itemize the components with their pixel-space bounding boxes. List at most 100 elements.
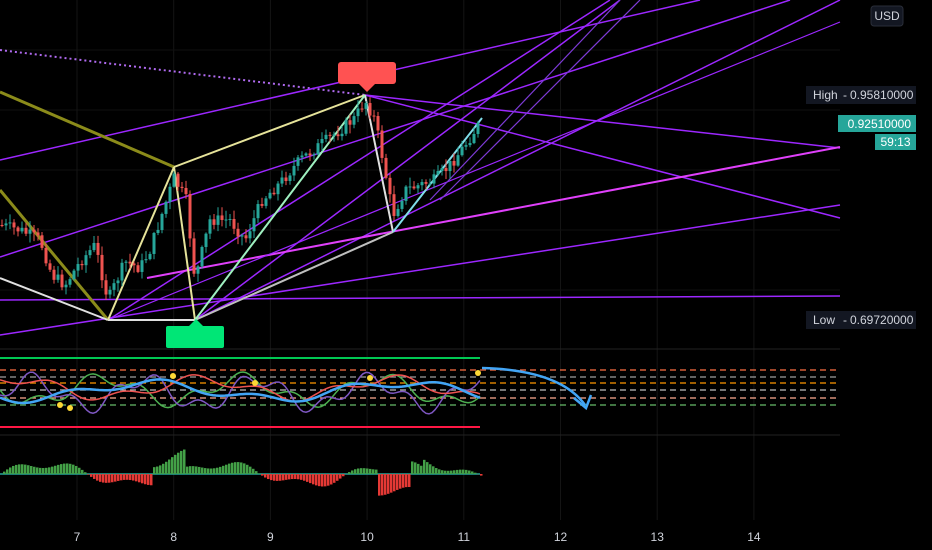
candle-body xyxy=(224,219,228,221)
hist-bar xyxy=(321,474,324,487)
candle-body xyxy=(0,225,4,226)
hist-bar xyxy=(231,462,234,474)
osc-signal-dot xyxy=(475,370,481,376)
candle-body xyxy=(96,242,100,255)
hist-bar xyxy=(288,474,291,480)
candle-body xyxy=(460,146,464,156)
candle-body xyxy=(352,116,356,125)
trend-line xyxy=(194,0,621,321)
hist-bar xyxy=(336,474,339,481)
trend-line xyxy=(107,0,611,321)
hist-bar xyxy=(246,464,249,474)
candle-body xyxy=(324,134,328,140)
hist-bar xyxy=(6,469,9,474)
hist-bar xyxy=(279,474,282,481)
hist-bar xyxy=(378,474,381,496)
hist-bar xyxy=(330,474,333,485)
hist-bar xyxy=(312,474,315,485)
hist-bar xyxy=(135,474,138,482)
hist-bar xyxy=(402,474,405,488)
candle-body xyxy=(20,227,24,232)
candle-body xyxy=(472,133,476,144)
hist-bar xyxy=(60,464,63,474)
hist-bar xyxy=(438,469,441,474)
x-axis: 7 8 9 10 11 12 13 14 xyxy=(74,530,761,544)
candle-body xyxy=(40,235,44,248)
hist-bar xyxy=(468,470,471,474)
candle-body xyxy=(100,254,104,281)
trend-line xyxy=(364,94,841,149)
hist-bar xyxy=(36,467,39,474)
candle-body xyxy=(452,161,456,166)
candle-body xyxy=(112,283,116,290)
candle-body xyxy=(200,246,204,267)
candle-body xyxy=(188,194,192,239)
hist-bar xyxy=(303,474,306,481)
trend-line xyxy=(194,94,366,321)
x-tick-label-11: 11 xyxy=(458,530,471,544)
hist-bar xyxy=(366,468,369,474)
hist-bar xyxy=(390,474,393,493)
candle-body xyxy=(220,215,224,220)
candle-body xyxy=(196,266,200,274)
hist-bar xyxy=(132,474,135,481)
hist-bar xyxy=(339,474,342,479)
candle-body xyxy=(248,231,252,239)
low-label: Low xyxy=(813,313,835,327)
candle-body xyxy=(328,134,332,136)
candle-body xyxy=(104,280,108,295)
hist-bar xyxy=(237,462,240,474)
candle-body xyxy=(268,192,272,199)
osc-line-blue xyxy=(0,378,481,405)
candle-body xyxy=(124,261,128,263)
candle-body xyxy=(440,168,444,172)
candle-body xyxy=(424,182,428,184)
hist-bar xyxy=(261,474,264,476)
high-value: 0.95810000 xyxy=(850,88,914,102)
hist-bar xyxy=(90,474,93,477)
hist-bar xyxy=(51,466,54,474)
hist-bar xyxy=(57,464,60,474)
hist-bar xyxy=(120,474,123,481)
hist-bar xyxy=(144,474,147,485)
trend-line xyxy=(0,49,366,96)
hist-bar xyxy=(300,474,303,480)
candle-body xyxy=(32,229,36,233)
price-pane[interactable] xyxy=(0,0,841,348)
candle-body xyxy=(416,185,420,189)
osc-signal-dot xyxy=(57,402,63,408)
trend-line xyxy=(0,90,175,169)
hist-bar xyxy=(180,450,183,474)
hist-bar xyxy=(171,457,174,474)
trend-line xyxy=(194,231,394,321)
candle-body xyxy=(76,264,80,271)
candle-body xyxy=(204,233,208,247)
hist-bar xyxy=(453,470,456,474)
candle-body xyxy=(436,171,440,175)
hist-bar xyxy=(150,474,153,486)
candle-body xyxy=(468,143,472,146)
hist-bar xyxy=(117,474,120,481)
candle-body xyxy=(52,269,56,280)
trend-line xyxy=(107,21,841,321)
hist-bar xyxy=(264,474,267,478)
high-price-label: High 0.95810000 - xyxy=(806,86,916,104)
trend-line xyxy=(0,204,841,336)
candle-body xyxy=(132,263,136,266)
hist-bar xyxy=(450,470,453,474)
hist-bar xyxy=(462,469,465,474)
candle-body xyxy=(228,218,232,220)
hist-bar xyxy=(141,474,144,484)
candle-body xyxy=(364,103,368,109)
hist-bar xyxy=(282,474,285,481)
osc-line-purple xyxy=(0,371,481,415)
hist-bar xyxy=(177,452,180,474)
hist-bar xyxy=(324,474,327,487)
currency-badge[interactable]: USD xyxy=(870,5,904,27)
candle-body xyxy=(276,183,280,195)
candle-body xyxy=(120,262,124,281)
hist-bar xyxy=(222,465,225,474)
hist-bar xyxy=(99,474,102,482)
